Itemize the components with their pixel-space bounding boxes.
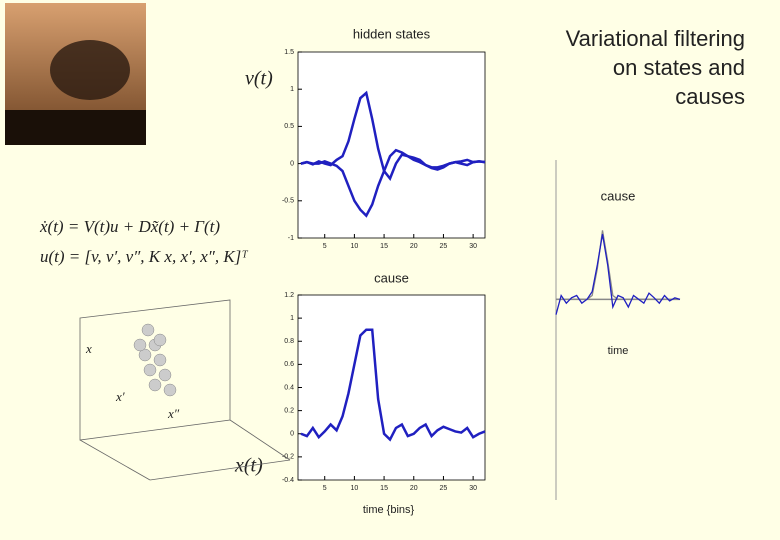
title-line: causes bbox=[675, 84, 745, 109]
y-tick-label: -1 bbox=[288, 235, 294, 242]
x-axis-label: time {bins} bbox=[363, 504, 415, 516]
y-tick-label: -0.2 bbox=[282, 454, 294, 461]
series-line bbox=[300, 328, 486, 442]
y-tick-label: 0.4 bbox=[284, 384, 294, 391]
y-tick-label: 1.2 bbox=[284, 292, 294, 299]
x-tick-label: 20 bbox=[410, 485, 418, 492]
y-tick-label: -0.5 bbox=[282, 198, 294, 205]
axis-label: x bbox=[85, 341, 92, 356]
plot-area bbox=[297, 294, 486, 481]
x-tick-label: 25 bbox=[440, 485, 448, 492]
photo-flock bbox=[50, 40, 130, 100]
title: Variational filtering on states and caus… bbox=[566, 26, 745, 109]
equation: u(t) = [v, v′, v″, K x, x′, x″, K]ᵀ bbox=[40, 247, 248, 266]
y-tick-label: 0.5 bbox=[284, 123, 294, 130]
x-tick-label: 30 bbox=[469, 485, 477, 492]
x-tick-label: 5 bbox=[323, 485, 327, 492]
series-line bbox=[300, 148, 486, 218]
equation: ẋ(t) = V(t)u + Dx̃(t) + Γ(t) bbox=[39, 217, 220, 236]
x-tick-label: 20 bbox=[410, 243, 418, 250]
axis-label: x″ bbox=[167, 406, 180, 421]
x-tick-label: 5 bbox=[323, 243, 327, 250]
cube bbox=[79, 299, 291, 481]
x-tick-label: 30 bbox=[469, 243, 477, 250]
x-tick-label: 15 bbox=[380, 243, 388, 250]
y-tick-label: 0 bbox=[290, 160, 294, 167]
x-tick-label: 15 bbox=[380, 485, 388, 492]
x-tick-label: 10 bbox=[350, 243, 358, 250]
y-tick-label: 1.5 bbox=[284, 49, 294, 56]
y-tick-label: 0.8 bbox=[284, 338, 294, 345]
y-tick-label: 1 bbox=[290, 315, 294, 322]
plot-area bbox=[297, 51, 486, 239]
chart-title: hidden states bbox=[353, 26, 431, 41]
y-tick-label: 0.2 bbox=[284, 407, 294, 414]
y-tick-label: 0.6 bbox=[284, 361, 294, 368]
series-line bbox=[556, 230, 680, 300]
title-line: on states and bbox=[613, 55, 745, 80]
axis-label: x′ bbox=[115, 389, 125, 404]
label: v(t) bbox=[245, 68, 273, 90]
y-tick-label: 1 bbox=[290, 86, 294, 93]
chart-title: cause bbox=[601, 188, 636, 203]
series-line bbox=[555, 234, 681, 315]
x-axis-label: time bbox=[608, 345, 629, 357]
x-tick-label: 10 bbox=[350, 485, 358, 492]
chart-title: cause bbox=[374, 270, 409, 285]
y-tick-label: -0.4 bbox=[282, 477, 294, 484]
title-line: Variational filtering bbox=[566, 26, 745, 51]
x-tick-label: 25 bbox=[440, 243, 448, 250]
y-tick-label: 0 bbox=[290, 431, 294, 438]
photo-ground bbox=[5, 110, 146, 145]
scatter-cloud bbox=[133, 323, 177, 397]
